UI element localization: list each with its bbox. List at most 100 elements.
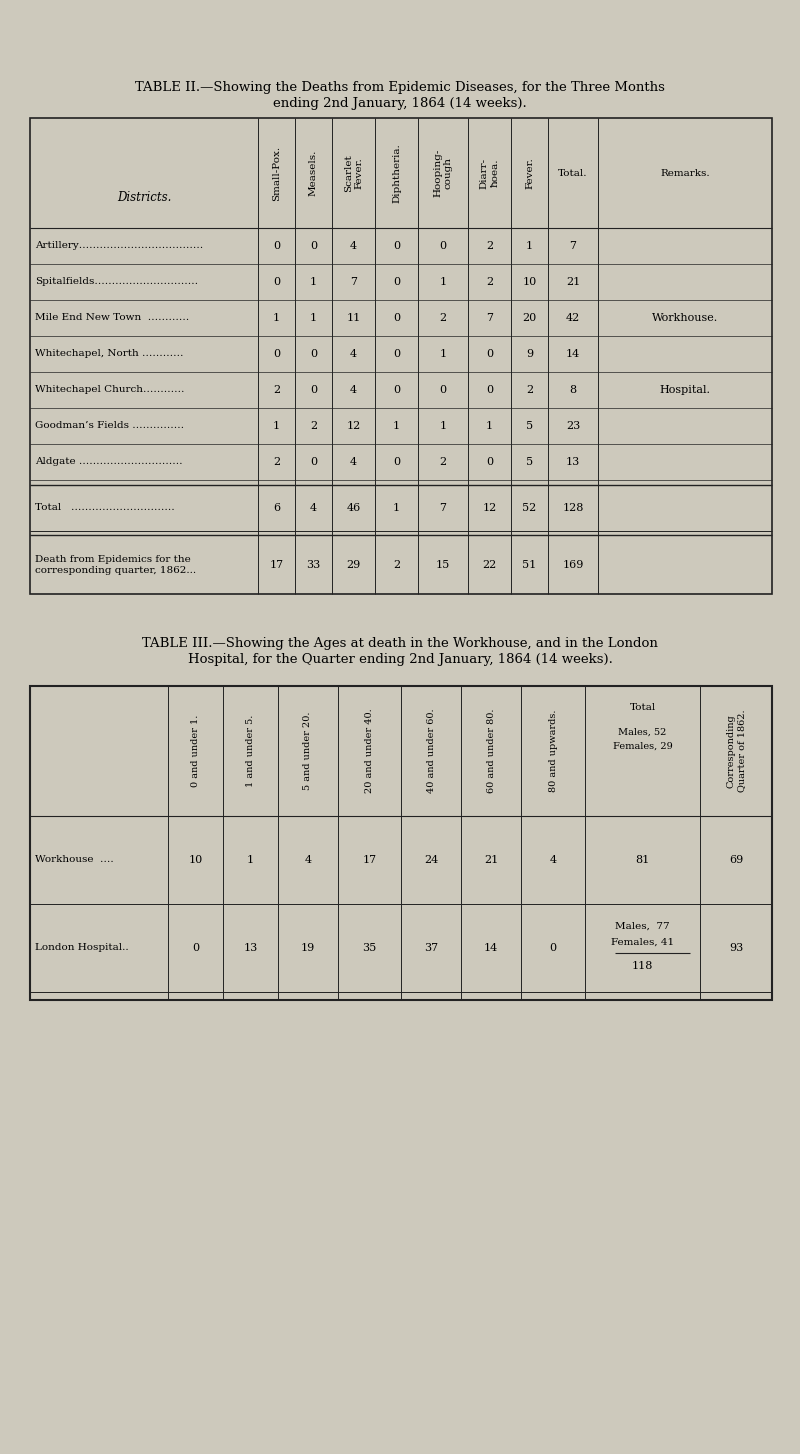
Text: Hospital, for the Quarter ending 2nd January, 1864 (14 weeks).: Hospital, for the Quarter ending 2nd Jan… [187, 653, 613, 666]
Text: 0: 0 [310, 385, 317, 395]
Text: 7: 7 [350, 278, 357, 286]
Text: 21: 21 [484, 855, 498, 865]
Text: Total.: Total. [558, 169, 588, 177]
Text: 4: 4 [350, 385, 357, 395]
Text: 19: 19 [301, 944, 315, 952]
Text: 128: 128 [562, 503, 584, 513]
Text: 1: 1 [393, 503, 400, 513]
Text: 0: 0 [310, 349, 317, 359]
Text: 2: 2 [393, 560, 400, 570]
Text: 10: 10 [188, 855, 202, 865]
Text: 0: 0 [393, 349, 400, 359]
Text: Goodman’s Fields ……………: Goodman’s Fields …………… [35, 422, 184, 430]
Text: 22: 22 [482, 560, 497, 570]
Text: 0: 0 [393, 313, 400, 323]
Text: 0: 0 [273, 349, 280, 359]
Text: 24: 24 [424, 855, 438, 865]
Text: 17: 17 [362, 855, 377, 865]
Text: Females, 29: Females, 29 [613, 742, 672, 750]
Text: 6: 6 [273, 503, 280, 513]
Text: Measels.: Measels. [309, 150, 318, 196]
Text: 0: 0 [273, 241, 280, 252]
Text: Total: Total [630, 704, 656, 712]
Text: 13: 13 [243, 944, 258, 952]
Text: 0: 0 [486, 349, 493, 359]
Text: 51: 51 [522, 560, 537, 570]
Text: 118: 118 [632, 961, 653, 971]
Text: Workhouse  ….: Workhouse …. [35, 855, 114, 865]
Text: 12: 12 [346, 422, 361, 430]
Text: 4: 4 [310, 503, 317, 513]
Text: 0: 0 [393, 385, 400, 395]
Text: 20 and under 40.: 20 and under 40. [365, 708, 374, 794]
Text: 40 and under 60.: 40 and under 60. [426, 708, 435, 794]
Text: 0: 0 [439, 385, 446, 395]
Bar [30, 686, 772, 1000]
Text: Females, 41: Females, 41 [611, 938, 674, 947]
Text: 1: 1 [273, 422, 280, 430]
Text: 0: 0 [550, 944, 557, 952]
Text: 69: 69 [729, 855, 743, 865]
Text: 81: 81 [635, 855, 650, 865]
Text: 2: 2 [273, 385, 280, 395]
Text: 0: 0 [310, 241, 317, 252]
Text: 4: 4 [305, 855, 311, 865]
Text: 4: 4 [350, 241, 357, 252]
Text: 35: 35 [362, 944, 377, 952]
Text: 23: 23 [566, 422, 580, 430]
Text: Hooping-
cough: Hooping- cough [434, 148, 453, 198]
Text: 7: 7 [439, 503, 446, 513]
Text: Fever.: Fever. [525, 157, 534, 189]
Text: 0: 0 [486, 457, 493, 467]
Text: 2: 2 [486, 278, 493, 286]
Text: Districts.: Districts. [117, 190, 171, 204]
Text: 8: 8 [570, 385, 577, 395]
Text: 10: 10 [522, 278, 537, 286]
Text: 60 and under 80.: 60 and under 80. [486, 708, 495, 794]
Text: Small-Pox.: Small-Pox. [272, 145, 281, 201]
Text: 7: 7 [486, 313, 493, 323]
Text: 9: 9 [526, 349, 533, 359]
Text: 1: 1 [486, 422, 493, 430]
Text: Total   …………………………: Total ………………………… [35, 503, 174, 512]
Text: 29: 29 [346, 560, 361, 570]
Bar [30, 118, 772, 595]
Text: 21: 21 [566, 278, 580, 286]
Text: Spitalfields…………………………: Spitalfields………………………… [35, 278, 198, 286]
Text: 1: 1 [526, 241, 533, 252]
Text: 4: 4 [350, 349, 357, 359]
Text: 13: 13 [566, 457, 580, 467]
Text: 33: 33 [306, 560, 321, 570]
Text: 1: 1 [439, 278, 446, 286]
Text: 1: 1 [439, 422, 446, 430]
Text: Death from Epidemics for the
corresponding quarter, 1862...: Death from Epidemics for the correspondi… [35, 555, 196, 574]
Text: 20: 20 [522, 313, 537, 323]
Text: 1: 1 [247, 855, 254, 865]
Text: 93: 93 [729, 944, 743, 952]
Text: Hospital.: Hospital. [659, 385, 710, 395]
Text: 169: 169 [562, 560, 584, 570]
Text: 4: 4 [550, 855, 557, 865]
Text: ending 2nd January, 1864 (14 weeks).: ending 2nd January, 1864 (14 weeks). [273, 96, 527, 109]
Text: Males,  77: Males, 77 [615, 922, 670, 931]
Text: 2: 2 [310, 422, 317, 430]
Text: 5 and under 20.: 5 and under 20. [303, 712, 313, 791]
Text: 1: 1 [310, 313, 317, 323]
Text: 4: 4 [350, 457, 357, 467]
Text: Scarlet
Fever.: Scarlet Fever. [344, 154, 363, 192]
Text: Mile End New Town  …………: Mile End New Town ………… [35, 314, 190, 323]
Text: 11: 11 [346, 313, 361, 323]
Text: 14: 14 [566, 349, 580, 359]
Text: Workhouse.: Workhouse. [652, 313, 718, 323]
Text: Artillery………………………………: Artillery……………………………… [35, 241, 203, 250]
Text: Aldgate …………………………: Aldgate ………………………… [35, 458, 182, 467]
Text: 1: 1 [310, 278, 317, 286]
Text: 0: 0 [393, 457, 400, 467]
Text: TABLE III.—Showing the Ages at death in the Workhouse, and in the London: TABLE III.—Showing the Ages at death in … [142, 637, 658, 650]
Text: 1: 1 [393, 422, 400, 430]
Text: 2: 2 [439, 313, 446, 323]
Text: 0: 0 [310, 457, 317, 467]
Text: 0: 0 [393, 278, 400, 286]
Text: 17: 17 [270, 560, 283, 570]
Text: 0: 0 [486, 385, 493, 395]
